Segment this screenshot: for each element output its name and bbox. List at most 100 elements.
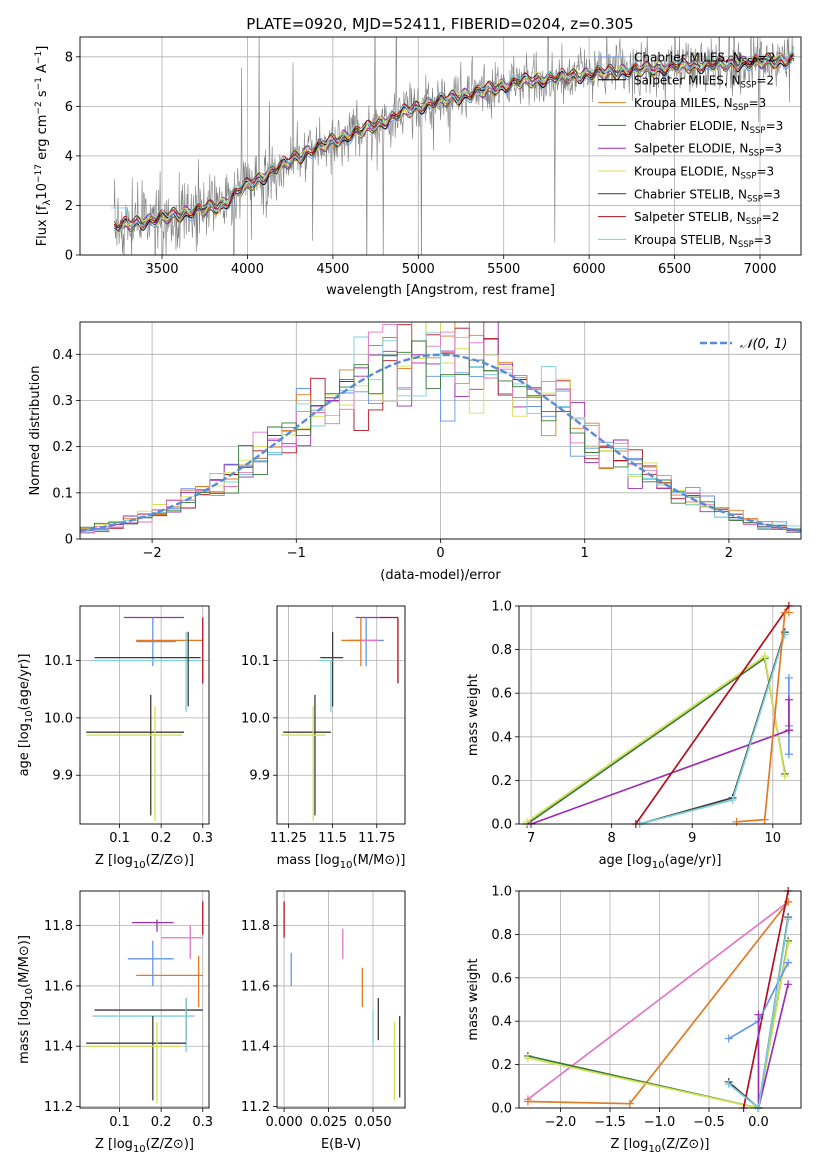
legend-tail: =2 [762, 210, 780, 224]
y-tick-label: 0.4 [491, 1015, 512, 1030]
y-tick-label: 0 [65, 533, 73, 548]
x-tick-label: 0.3 [192, 1115, 213, 1130]
series-line [530, 729, 790, 824]
legend-sub: SSP [746, 217, 762, 227]
x-tick-label: 11.5 [318, 831, 347, 846]
legend-sub: SSP [733, 103, 749, 113]
y-tick-label: 11.6 [44, 979, 73, 994]
series-marker [724, 1080, 733, 1089]
label-part: (age/yr)] [17, 654, 32, 711]
model-line [114, 53, 795, 228]
legend-tail: =3 [766, 119, 784, 133]
y-axis-label: mass weight [466, 674, 481, 756]
series-marker [784, 980, 793, 989]
series-marker [784, 608, 793, 617]
label-part: age [log [17, 723, 32, 776]
x-tick-label: 9 [688, 831, 696, 846]
series-marker [728, 796, 737, 805]
label-part: (Z/Z⊙)] [146, 853, 194, 868]
label-part: (M/M⊙)] [17, 935, 32, 988]
axes-mass_vs_Z: 0.1 0.2 0.3 11.2 11.4 11.6 11.8 [44, 891, 213, 1130]
y-tick-label: 0.0 [491, 1102, 512, 1117]
series-line [527, 901, 789, 1100]
y-tick-label: 11.4 [44, 1040, 73, 1055]
x-axis-label: Z [log10(Z/Z⊙)] [95, 853, 194, 871]
label-part: (Z/Z⊙)] [661, 1137, 709, 1152]
label-sub: 10 [24, 710, 35, 723]
label-part: A [35, 64, 50, 77]
legend-label: Chabrier STELIB, NSSP=3 [634, 187, 781, 204]
x-tick-label: 6500 [658, 262, 691, 277]
label-part: age [log [599, 853, 652, 868]
y-tick-label: 1.0 [491, 600, 512, 615]
series-marker [760, 815, 769, 824]
x-tick-label: 3500 [145, 262, 178, 277]
label-part: 10 [35, 183, 50, 200]
series-marker [523, 817, 532, 826]
y-tick-label: 10.1 [44, 654, 73, 669]
y-tick-label: 9.9 [52, 769, 73, 784]
legend-text: Chabrier STELIB, N [634, 187, 747, 201]
y-tick-label: 0.1 [52, 486, 73, 501]
y-tick-label: 0.8 [491, 928, 512, 943]
x-tick-label: 10 [765, 831, 782, 846]
x-tick-label: 0 [436, 546, 444, 561]
legend-sub: SSP [741, 80, 757, 90]
series-marker [784, 958, 793, 967]
legend-tail: =3 [764, 142, 782, 156]
y-axis-label: Normed distribution [28, 366, 43, 496]
axes-frame [79, 605, 210, 825]
y-tick-label: 11.8 [241, 919, 270, 934]
x-tick-label: 0.050 [354, 1115, 391, 1130]
x-tick-label: 5500 [487, 262, 520, 277]
plots-layer: 3500 4000 4500 5000 5500 6000 6500 7000 0 2 4 6 8 wav… [17, 36, 802, 1155]
axes-mass_weight_vs_Z: −2.0 −1.5 −1.0 −0.5 0.0 0.0 0.2 0.4 0.6 0.8 1.0 [491, 885, 801, 1130]
x-tick-label: 4000 [231, 262, 264, 277]
y-tick-label: 9.9 [249, 769, 270, 784]
series-marker [732, 817, 741, 826]
x-tick-label: −1.5 [594, 1115, 626, 1130]
label-part: s [35, 90, 50, 101]
series-marker [784, 673, 793, 682]
legend-label: 𝒩(0, 1) [740, 337, 787, 352]
x-tick-label: 11.75 [358, 831, 395, 846]
axes-frame [276, 605, 406, 825]
x-axis-label: Z [log10(Z/Z⊙)] [611, 1137, 710, 1155]
y-tick-label: 10.0 [44, 711, 73, 726]
series-marker [780, 772, 789, 781]
y-tick-label: 6 [65, 100, 73, 115]
y-tick-label: 10.1 [241, 654, 270, 669]
legend-label: Chabrier ELODIE, NSSP=3 [634, 119, 783, 136]
y-tick-label: 0.6 [491, 687, 512, 702]
label-part: (M/M⊙)] [353, 853, 406, 868]
series-marker [784, 726, 793, 735]
legend-sub: SSP [747, 194, 763, 204]
y-tick-label: 0.8 [491, 643, 512, 658]
label-part: −17 [34, 164, 44, 183]
series-marker [784, 939, 793, 948]
legend-tail: =2 [756, 73, 774, 87]
normal-curve [79, 353, 802, 533]
series-line [635, 606, 790, 824]
label-part: −1 [34, 77, 44, 90]
legend-sub: SSP [748, 149, 764, 159]
legend-tail: =3 [754, 233, 772, 247]
label-part: erg cm [35, 115, 50, 164]
legend-tail: =3 [763, 187, 781, 201]
x-tick-label: 1 [581, 546, 589, 561]
axes-mass_vs_EBV: 0.000 0.025 0.050 11.2 11.4 11.6 11.8 [241, 891, 405, 1130]
legend-text: Chabrier ELODIE, N [634, 119, 750, 133]
label-sub: 10 [652, 860, 665, 871]
y-tick-label: 0.4 [52, 348, 73, 363]
legend-sub: SSP [741, 172, 757, 182]
x-tick-label: −1 [287, 546, 306, 561]
x-tick-label: 0.2 [151, 1115, 172, 1130]
label-part: mass [log [17, 1001, 32, 1064]
x-tick-label: 0.3 [192, 831, 213, 846]
series-marker [625, 1099, 634, 1108]
y-axis-label: mass [log10(M/M⊙)] [17, 935, 35, 1064]
x-tick-label: −1.0 [644, 1115, 676, 1130]
y-tick-label: 11.2 [44, 1100, 73, 1115]
axes-frame [518, 890, 802, 1109]
y-tick-label: 8 [65, 50, 73, 65]
